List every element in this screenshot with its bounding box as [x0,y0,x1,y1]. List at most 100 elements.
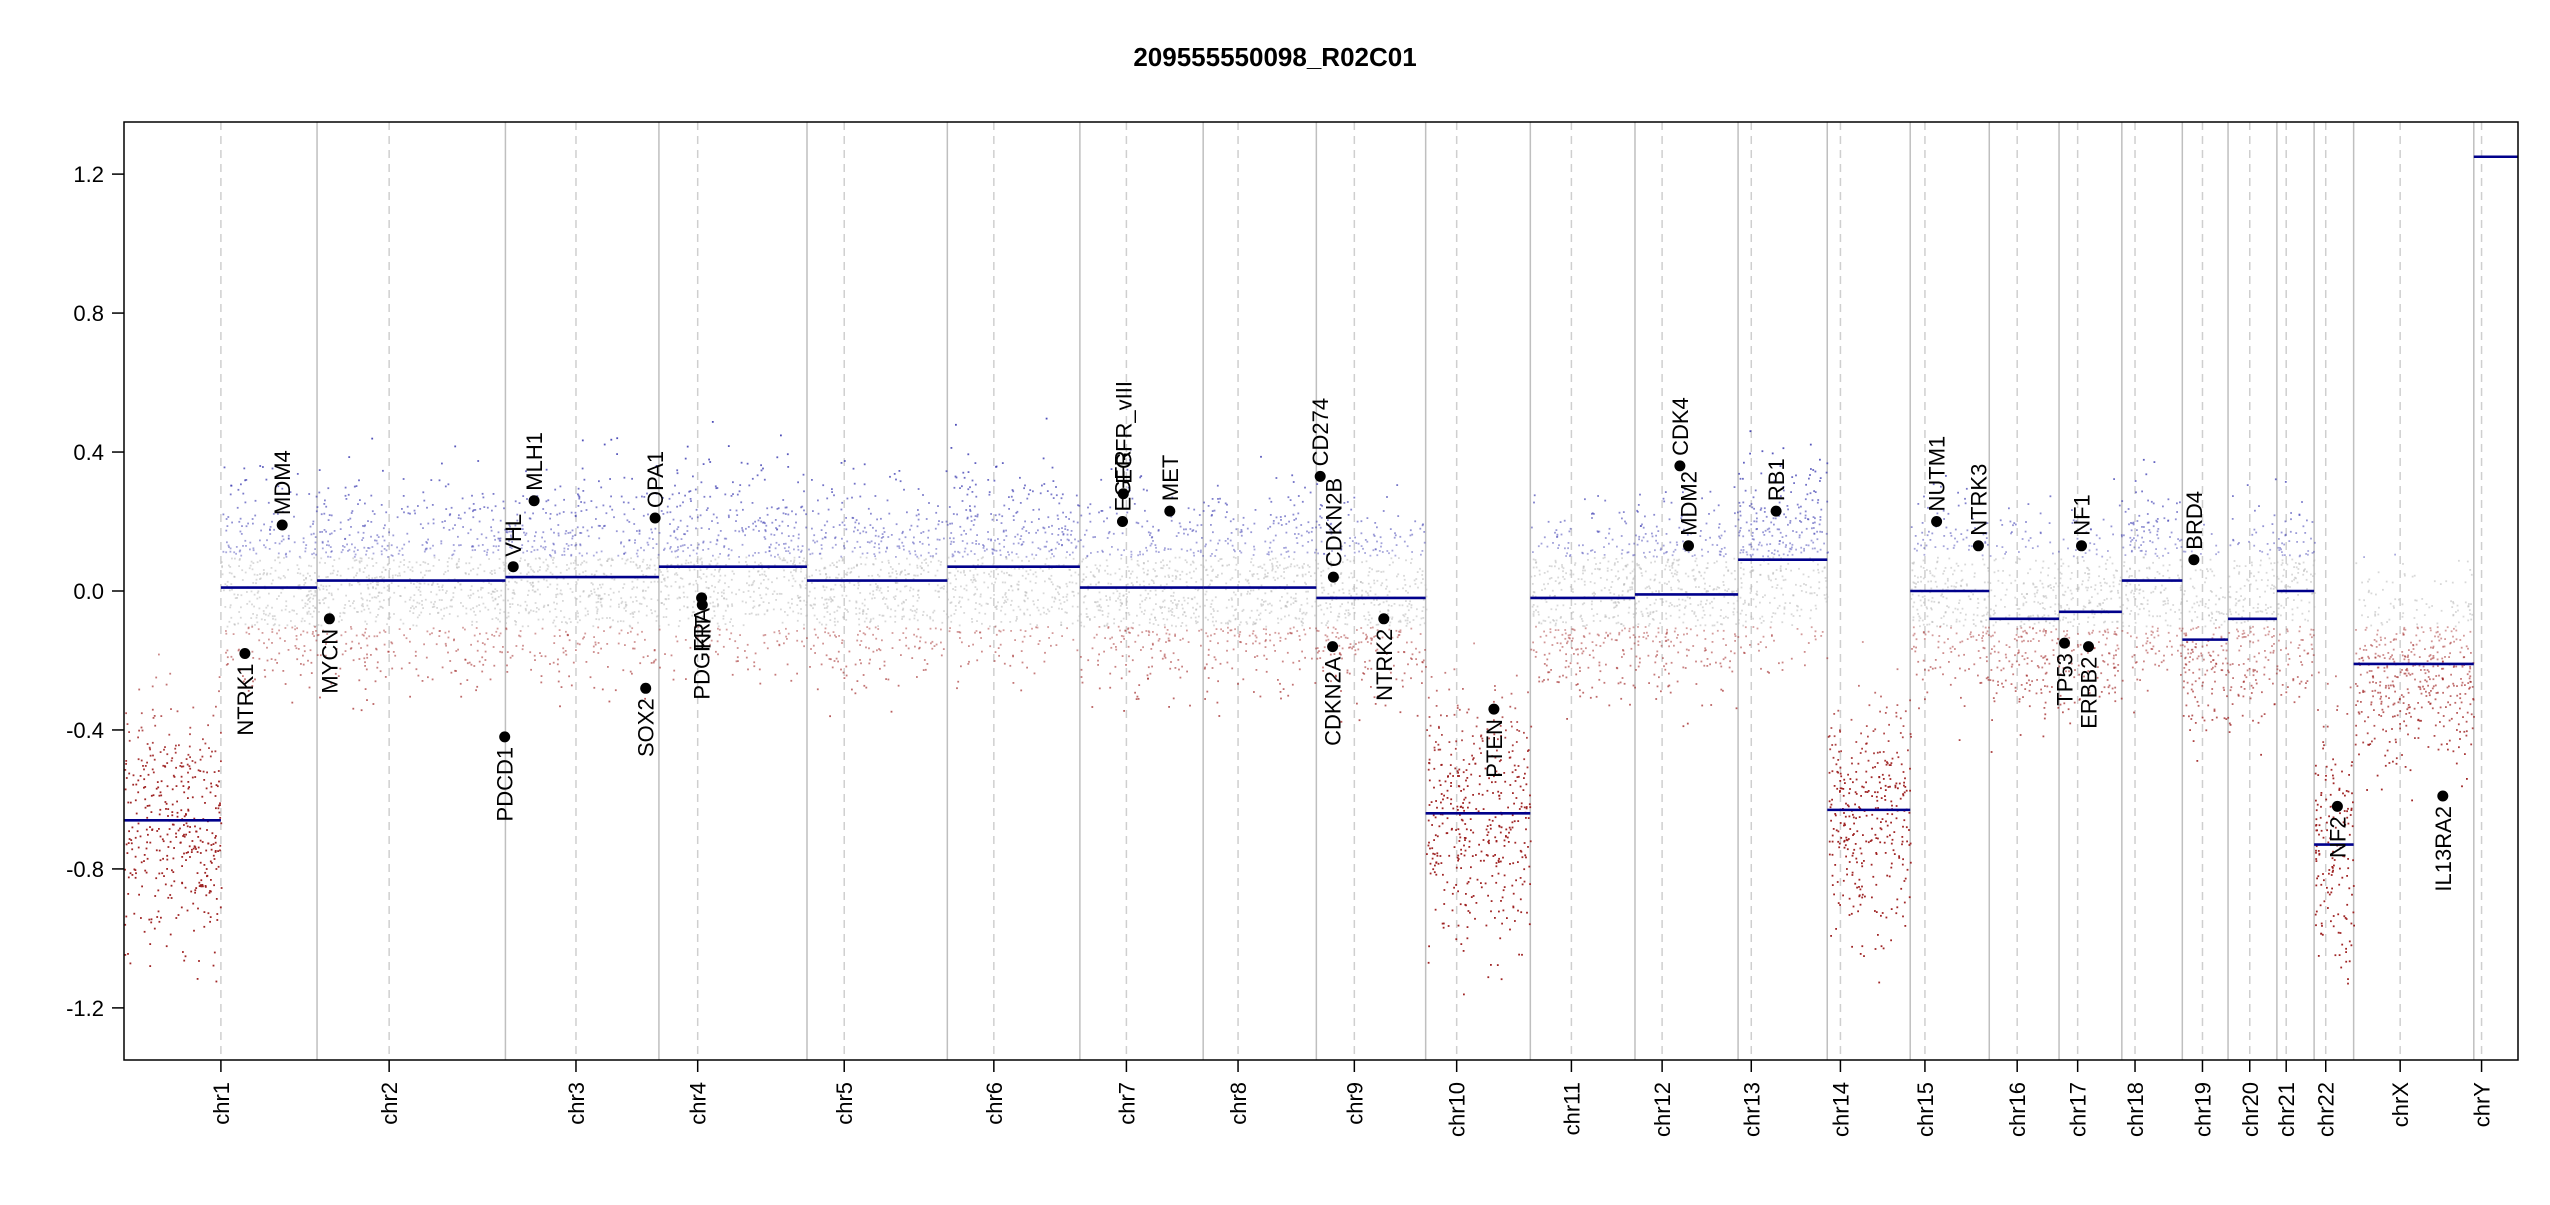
probe-point [859,659,861,661]
probe-point [1011,496,1013,498]
probe-point [383,599,385,601]
probe-point [362,525,364,527]
probe-point [1042,570,1044,572]
probe-point [218,807,220,809]
probe-point [177,710,179,712]
probe-point [420,564,422,566]
probe-point [791,540,793,542]
probe-point [1134,692,1136,694]
probe-point [427,523,429,525]
probe-point [857,529,859,531]
probe-point [587,530,589,532]
probe-point [332,598,334,600]
probe-point [622,587,624,589]
probe-point [571,544,573,546]
probe-point [1079,615,1081,617]
probe-point [1143,613,1145,615]
probe-point [253,547,255,549]
probe-point [1038,610,1040,612]
probe-point [412,624,414,626]
probe-point [552,549,554,551]
probe-point [372,510,374,512]
probe-point [851,497,853,499]
probe-point [553,602,555,604]
probe-point [372,558,374,560]
probe-point [1137,696,1139,698]
probe-point [409,696,411,698]
probe-point [568,568,570,570]
probe-point [1307,603,1309,605]
probe-point [1024,636,1026,638]
probe-point [1220,663,1222,665]
probe-point [181,907,183,909]
probe-point [1098,512,1100,514]
probe-point [1085,557,1087,559]
probe-point [833,494,835,496]
probe-point [816,541,818,543]
probe-point [1126,593,1128,595]
probe-point [1227,632,1229,634]
probe-point [980,596,982,598]
probe-point [1094,536,1096,538]
probe-point [773,609,775,611]
probe-point [1069,581,1071,583]
probe-point [1009,621,1011,623]
probe-point [1056,644,1058,646]
probe-point [864,599,866,601]
probe-point [1240,595,1242,597]
probe-point [442,589,444,591]
probe-point [546,500,548,502]
probe-point [376,577,378,579]
probe-point [599,584,601,586]
probe-point [1306,598,1308,600]
probe-point [413,583,415,585]
probe-point [978,543,980,545]
probe-point [1067,529,1069,531]
probe-point [1305,583,1307,585]
probe-point [685,639,687,641]
probe-point [231,485,233,487]
probe-point [783,543,785,545]
probe-point [288,649,290,651]
probe-point [723,592,725,594]
probe-point [892,632,894,634]
probe-point [890,576,892,578]
probe-point [764,613,766,615]
probe-point [1162,559,1164,561]
probe-point [699,576,701,578]
probe-point [717,604,719,606]
probe-point [144,854,146,856]
probe-point [445,632,447,634]
probe-point [881,561,883,563]
probe-point [1115,649,1117,651]
probe-point [1249,593,1251,595]
probe-point [1163,565,1165,567]
probe-point [1014,568,1016,570]
probe-point [521,579,523,581]
probe-point [1263,655,1265,657]
probe-point [682,578,684,580]
probe-point [224,606,226,608]
probe-point [914,550,916,552]
probe-point [143,860,145,862]
probe-point [814,652,816,654]
probe-point [374,540,376,542]
probe-point [1251,610,1253,612]
probe-point [811,479,813,481]
probe-point [469,508,471,510]
probe-point [131,842,133,844]
probe-point [1094,616,1096,618]
probe-point [536,607,538,609]
probe-point [1227,622,1229,624]
probe-point [610,565,612,567]
probe-point [210,792,212,794]
probe-point [1263,577,1265,579]
probe-point [868,663,870,665]
probe-point [151,918,153,920]
probe-point [392,535,394,537]
probe-point [811,582,813,584]
probe-point [1239,624,1241,626]
probe-point [894,616,896,618]
probe-point [616,453,618,455]
probe-point [1101,510,1103,512]
